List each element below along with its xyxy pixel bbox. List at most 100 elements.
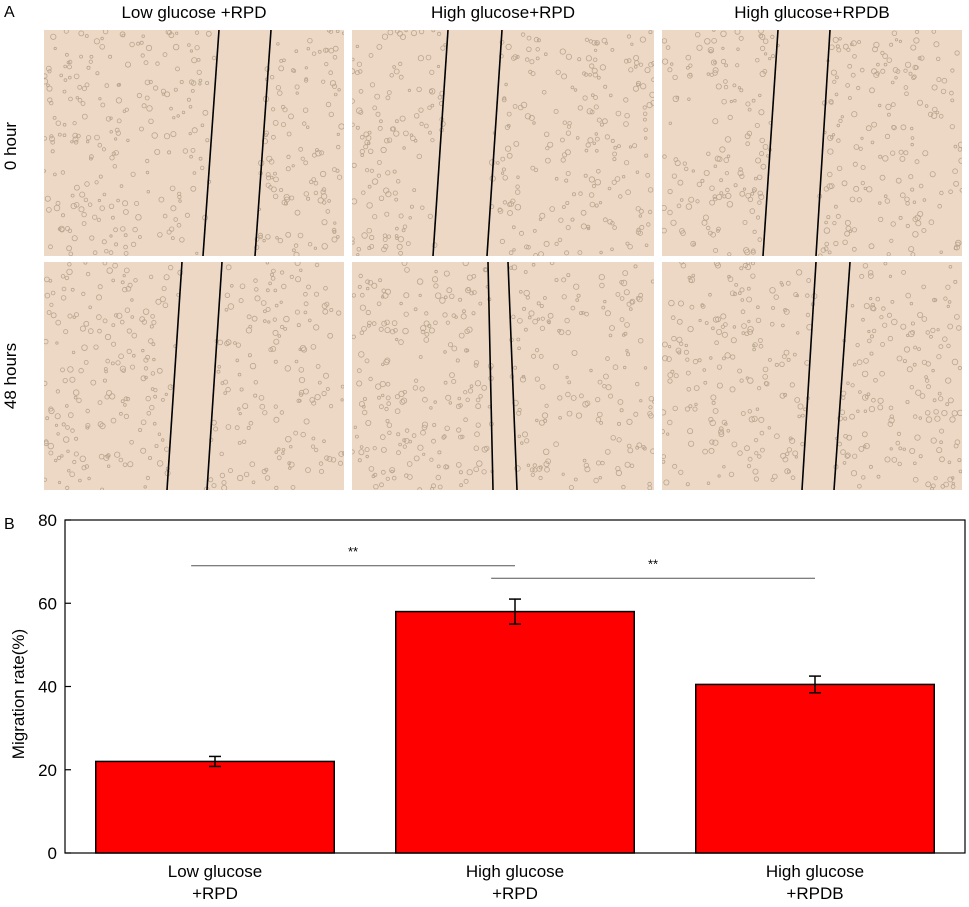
cell-texture: [929, 334, 933, 339]
cell-texture: [313, 180, 319, 186]
cell-texture: [529, 467, 535, 473]
cell-texture: [939, 190, 944, 196]
cell-texture: [162, 302, 169, 309]
cell-texture: [282, 107, 288, 113]
cell-texture: [502, 200, 507, 205]
cell-texture: [361, 232, 368, 239]
cell-texture: [737, 368, 742, 374]
cell-texture: [208, 477, 214, 483]
cell-texture: [225, 386, 231, 393]
cell-texture: [202, 109, 209, 116]
cell-texture: [458, 297, 463, 302]
cell-texture: [286, 154, 291, 160]
cell-texture: [357, 458, 362, 463]
cell-texture: [324, 61, 329, 67]
cell-texture: [585, 55, 592, 62]
cell-texture: [738, 291, 742, 296]
cell-texture: [272, 317, 277, 322]
cell-texture: [146, 189, 150, 194]
cell-texture: [83, 262, 88, 265]
cell-texture: [514, 465, 521, 472]
cell-texture: [712, 408, 719, 414]
cell-texture: [321, 390, 327, 397]
cell-texture: [564, 178, 569, 183]
cell-texture: [385, 395, 391, 401]
cell-texture: [538, 465, 543, 470]
cell-texture: [335, 235, 340, 239]
cell-texture: [366, 141, 371, 146]
cell-texture: [148, 274, 154, 280]
cell-texture: [163, 274, 170, 281]
cell-texture: [217, 365, 222, 369]
x-category-label: High glucose: [466, 862, 564, 881]
cell-texture: [431, 438, 436, 444]
cell-texture: [378, 404, 384, 410]
cell-texture: [937, 203, 943, 209]
cell-texture: [99, 205, 105, 211]
cell-texture: [887, 335, 894, 342]
cell-texture: [397, 236, 405, 243]
scratch-edge-right: [254, 30, 272, 256]
cell-texture: [430, 486, 435, 490]
cell-texture: [947, 300, 952, 304]
scratch-edge-right: [507, 262, 518, 490]
cell-texture: [582, 95, 588, 101]
cell-texture: [140, 375, 147, 382]
micrograph-0h-high-glucose-rpd: [352, 30, 654, 256]
micrograph-48h-high-glucose-rpdb: [662, 262, 962, 490]
cell-texture: [246, 314, 252, 320]
cell-texture: [314, 262, 320, 268]
cell-texture: [938, 396, 944, 402]
cell-texture: [720, 324, 726, 329]
cell-texture: [675, 347, 682, 354]
cell-texture: [87, 476, 91, 481]
cell-texture: [942, 336, 948, 342]
cell-texture: [956, 325, 962, 331]
cell-texture: [366, 227, 372, 234]
cell-texture: [172, 43, 180, 51]
cell-texture: [371, 282, 378, 289]
cell-texture: [839, 409, 846, 416]
cell-texture: [264, 475, 271, 481]
cell-texture: [169, 226, 175, 232]
cell-texture: [263, 133, 268, 138]
cell-texture: [303, 160, 309, 166]
cell-texture: [679, 228, 685, 234]
cell-texture: [95, 71, 100, 76]
cell-texture: [67, 366, 74, 373]
cell-texture: [891, 125, 897, 131]
cell-texture: [506, 111, 512, 117]
cell-texture: [273, 359, 278, 364]
cell-texture: [711, 400, 716, 405]
cell-texture: [719, 191, 724, 196]
cell-texture: [273, 176, 279, 183]
cell-texture: [520, 441, 524, 445]
cell-texture: [356, 253, 360, 256]
cell-texture: [331, 236, 338, 243]
cell-texture: [752, 468, 759, 475]
cell-texture: [626, 58, 632, 63]
cell-texture: [273, 171, 277, 176]
cell-texture: [561, 472, 565, 476]
cell-texture: [754, 451, 759, 456]
cell-texture: [593, 104, 599, 110]
cell-texture: [392, 65, 396, 69]
cell-texture: [460, 434, 465, 439]
cell-texture: [254, 295, 261, 302]
cell-texture: [224, 292, 231, 298]
cell-texture: [46, 65, 52, 72]
cell-texture: [299, 268, 303, 272]
cell-texture: [198, 156, 203, 161]
cell-texture: [428, 327, 435, 334]
cell-texture: [262, 238, 266, 243]
scratch-edge-right: [833, 262, 851, 490]
cell-texture: [221, 485, 228, 490]
cell-texture: [625, 241, 630, 246]
x-category-label: +RPD: [192, 884, 238, 903]
cell-texture: [392, 190, 398, 196]
cell-texture: [536, 38, 541, 43]
cell-texture: [279, 300, 283, 304]
cell-texture: [352, 57, 355, 62]
cell-texture: [144, 95, 150, 101]
cell-texture: [688, 278, 693, 283]
